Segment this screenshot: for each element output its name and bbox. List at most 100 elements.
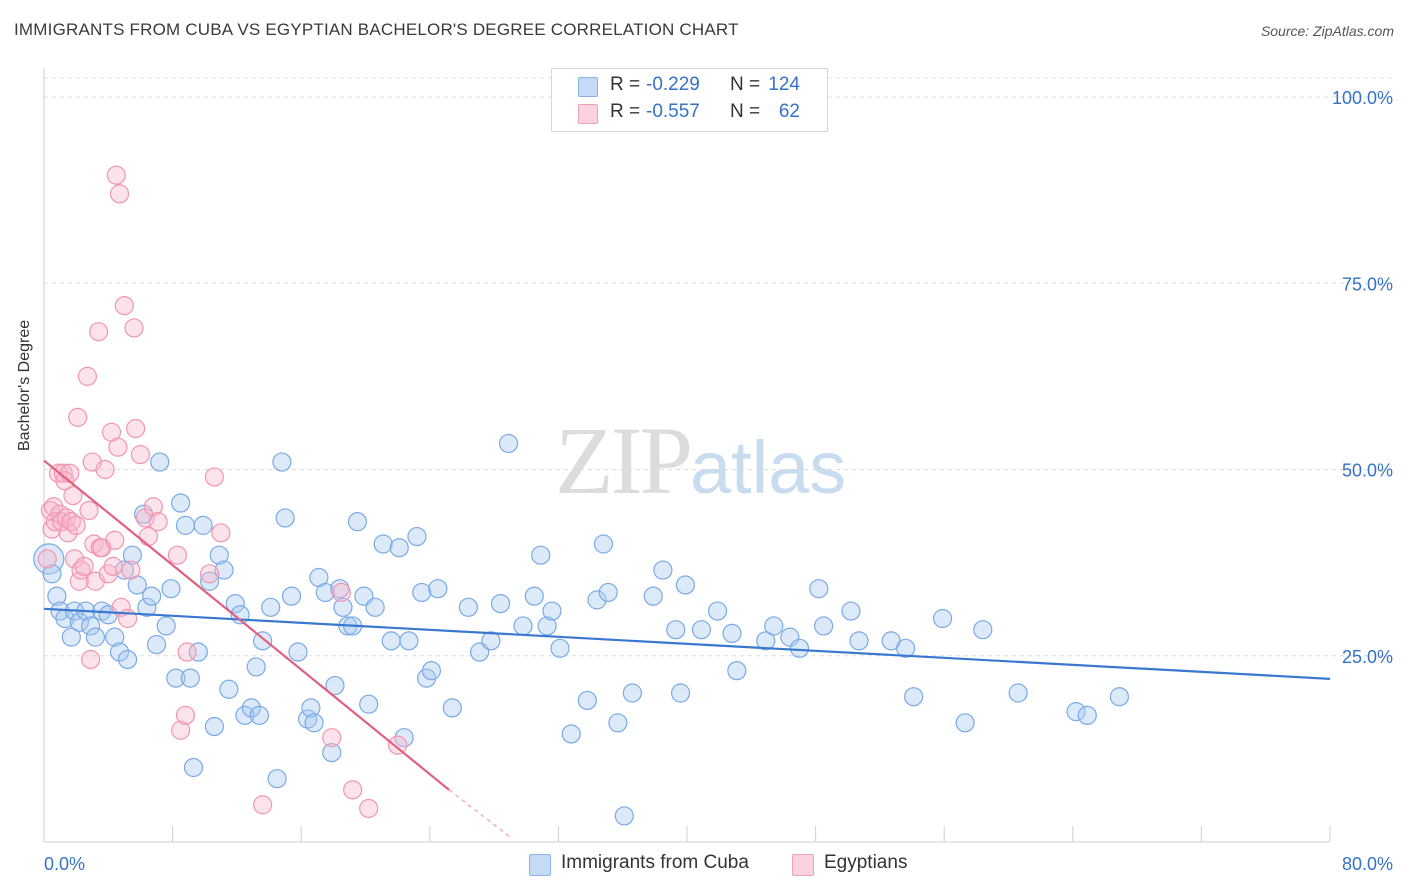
point-cuba xyxy=(333,597,353,617)
point-cuba xyxy=(973,620,993,640)
point-cuba xyxy=(347,512,368,532)
point-cuba xyxy=(666,620,686,640)
point-cuba xyxy=(428,579,448,599)
point-cuba xyxy=(537,616,557,636)
point-egyptians xyxy=(77,366,98,386)
x-tick-label: 0.0% xyxy=(44,854,85,874)
point-cuba xyxy=(175,515,196,535)
point-cuba xyxy=(275,508,295,528)
point-cuba xyxy=(267,769,287,789)
point-cuba xyxy=(593,534,614,554)
chart-title: IMMIGRANTS FROM CUBA VS EGYPTIAN BACHELO… xyxy=(14,20,739,39)
point-cuba xyxy=(932,608,953,629)
point-egyptians xyxy=(74,556,94,576)
point-cuba xyxy=(261,597,281,617)
point-cuba xyxy=(407,526,427,547)
point-cuba xyxy=(598,582,618,603)
point-cuba xyxy=(389,538,409,558)
point-egyptians xyxy=(121,560,141,580)
point-cuba xyxy=(301,698,321,718)
point-cuba xyxy=(458,597,478,617)
point-cuba xyxy=(1008,683,1028,703)
legend-n-value: 62 xyxy=(778,101,800,122)
point-egyptians xyxy=(126,418,146,439)
y-tick-label: 25.0% xyxy=(1342,647,1393,667)
point-cuba xyxy=(122,545,143,565)
point-egyptians xyxy=(343,780,363,800)
point-cuba xyxy=(272,452,292,472)
point-cuba xyxy=(322,742,342,763)
legend-swatch-cuba xyxy=(578,77,598,97)
point-cuba xyxy=(727,661,747,681)
point-egyptians xyxy=(60,463,80,483)
point-cuba xyxy=(214,560,234,580)
point-cuba xyxy=(235,705,255,725)
point-egyptians xyxy=(63,485,83,506)
point-cuba xyxy=(531,545,551,565)
point-egyptians xyxy=(211,523,231,543)
point-cuba xyxy=(281,586,302,606)
point-egyptians xyxy=(388,735,408,755)
point-cuba xyxy=(814,616,834,636)
legend-n-value: 124 xyxy=(768,74,800,95)
point-cuba xyxy=(204,716,224,737)
point-egyptians xyxy=(81,649,101,670)
point-cuba xyxy=(365,597,385,617)
point-cuba xyxy=(199,571,220,591)
point-cuba xyxy=(896,638,916,658)
point-egyptians xyxy=(89,322,109,342)
point-egyptians xyxy=(106,165,126,185)
point-egyptians xyxy=(103,556,123,576)
point-cuba xyxy=(608,713,628,733)
point-cuba xyxy=(156,616,176,636)
point-egyptians xyxy=(108,437,128,457)
point-cuba xyxy=(412,582,432,603)
point-cuba xyxy=(550,638,570,658)
point-egyptians xyxy=(322,728,342,748)
series-label-cuba: Immigrants from Cuba xyxy=(561,852,749,873)
point-cuba xyxy=(47,586,67,606)
point-cuba xyxy=(577,690,597,711)
point-cuba xyxy=(614,806,634,826)
point-cuba xyxy=(764,616,784,636)
point-egyptians xyxy=(130,445,151,465)
point-cuba xyxy=(359,694,379,714)
x-tick-label: 80.0% xyxy=(1342,854,1393,874)
point-cuba xyxy=(643,586,663,606)
point-cuba xyxy=(146,634,167,655)
point-cuba xyxy=(587,590,607,610)
point-egyptians xyxy=(114,296,134,316)
point-cuba xyxy=(117,649,138,670)
trend-line-cuba xyxy=(43,607,1331,680)
point-egyptians xyxy=(143,497,163,517)
watermark: ZIPatlas xyxy=(555,405,846,516)
point-egyptians xyxy=(53,463,73,483)
legend-r-value: -0.229 xyxy=(646,74,700,95)
point-egyptians xyxy=(253,795,273,815)
point-cuba xyxy=(61,627,81,647)
point-egyptians xyxy=(359,798,379,819)
series-label-egyptians: Egyptians xyxy=(824,852,908,873)
point-egyptians xyxy=(135,508,155,528)
point-egyptians xyxy=(71,560,91,580)
point-cuba xyxy=(904,687,924,707)
point-cuba xyxy=(109,642,130,662)
point-egyptians xyxy=(105,530,125,550)
point-egyptians xyxy=(177,642,197,662)
point-cuba xyxy=(561,724,581,744)
point-cuba xyxy=(183,757,204,778)
y-tick-label: 100.0% xyxy=(1332,88,1393,108)
point-cuba xyxy=(42,564,62,584)
point-egyptians xyxy=(331,582,351,603)
point-cuba xyxy=(399,631,419,651)
watermark-atlas: atlas xyxy=(690,426,847,509)
point-egyptians xyxy=(95,459,115,480)
series-swatch-cuba xyxy=(529,854,551,876)
point-cuba xyxy=(150,452,170,472)
point-cuba xyxy=(193,515,213,535)
point-cuba xyxy=(1109,687,1130,707)
point-cuba xyxy=(490,593,511,614)
point-cuba xyxy=(622,683,642,703)
watermark-zip: ZIP xyxy=(555,407,693,514)
